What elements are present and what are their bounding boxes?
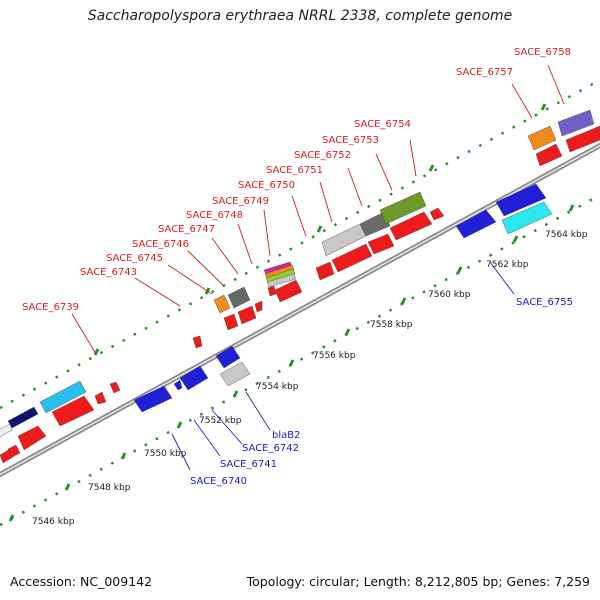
scale-label: 7550 kbp (144, 449, 187, 459)
gene-feature[interactable] (495, 183, 547, 217)
gene-label[interactable]: SACE_6745 (106, 253, 163, 264)
gene-feature[interactable] (455, 209, 497, 239)
gene-feature[interactable] (179, 365, 209, 391)
reverse-label-lines (171, 261, 515, 471)
scale-label: 7558 kbp (370, 320, 413, 330)
gene-feature[interactable] (219, 361, 251, 387)
scale-label: 7562 kbp (486, 260, 529, 270)
gene-label[interactable]: SACE_6755 (516, 297, 573, 308)
gene-label[interactable]: SACE_6752 (294, 150, 351, 161)
gene-feature[interactable] (274, 279, 303, 303)
scale-label: 7554 kbp (256, 382, 299, 392)
gene-feature[interactable] (133, 385, 173, 413)
gene-label[interactable]: SACE_6753 (322, 135, 379, 146)
gene-feature[interactable] (17, 425, 47, 451)
gene-label[interactable]: SACE_6757 (456, 67, 513, 78)
gene-label[interactable]: SACE_6741 (220, 459, 277, 470)
gene-label[interactable]: blaB2 (272, 430, 300, 441)
gene-feature[interactable] (192, 335, 203, 349)
gene-label[interactable]: SACE_6743 (80, 267, 137, 278)
gene-feature[interactable] (94, 391, 107, 405)
gene-feature[interactable] (501, 201, 553, 235)
reverse-genes (133, 183, 553, 413)
gene-feature[interactable] (173, 379, 183, 391)
gene-label[interactable]: SACE_6754 (354, 119, 411, 130)
gene-feature[interactable] (359, 211, 391, 237)
gene-feature[interactable] (535, 143, 563, 167)
gene-feature[interactable] (39, 380, 87, 414)
gene-label[interactable]: SACE_6742 (242, 443, 299, 454)
gene-feature[interactable] (264, 264, 295, 279)
gene-feature[interactable] (237, 305, 257, 325)
gene-feature[interactable] (51, 395, 95, 427)
scale-label: 7546 kbp (32, 517, 75, 527)
forward-genes (0, 109, 600, 464)
reverse-gene-labels: SACE_6740 SACE_6741 SACE_6742 blaB2 SACE… (190, 297, 573, 487)
gene-label[interactable]: SACE_6750 (238, 180, 295, 191)
gene-feature[interactable] (213, 294, 231, 314)
forward-label-lines (71, 64, 565, 355)
gene-feature[interactable] (223, 313, 239, 331)
gene-label[interactable]: SACE_6740 (190, 476, 247, 487)
gene-feature[interactable] (557, 109, 595, 137)
scale-labels: 7546 kbp 7548 kbp 7550 kbp 7552 kbp 7554… (32, 230, 588, 527)
gene-label[interactable]: SACE_6746 (132, 239, 189, 250)
gene-label[interactable]: SACE_6751 (266, 165, 323, 176)
gene-feature[interactable] (7, 406, 39, 429)
genome-summary-text: Topology: circular; Length: 8,212,805 bp… (246, 574, 590, 589)
gene-label[interactable]: SACE_6758 (514, 47, 571, 58)
gene-feature[interactable] (109, 381, 121, 394)
gene-feature[interactable] (565, 125, 600, 153)
gene-label[interactable]: SACE_6749 (212, 196, 269, 207)
gene-feature[interactable] (7, 444, 21, 458)
gene-feature[interactable] (379, 191, 427, 225)
gene-feature[interactable] (315, 261, 335, 281)
gene-feature[interactable] (267, 285, 277, 297)
forward-gene-labels: SACE_6739 SACE_6743 SACE_6745 SACE_6746 … (22, 47, 571, 313)
gene-label[interactable]: SACE_6747 (158, 224, 215, 235)
gene-feature[interactable] (367, 233, 395, 255)
gene-feature[interactable] (389, 211, 433, 241)
gene-feature[interactable] (265, 268, 296, 283)
genome-backbone (0, 142, 600, 478)
accession-text: Accession: NC_009142 (10, 574, 153, 589)
gene-feature[interactable] (215, 345, 241, 369)
map-title: Saccharopolyspora erythraea NRRL 2338, c… (87, 8, 513, 24)
scale-label: 7560 kbp (428, 290, 471, 300)
gene-feature[interactable] (527, 125, 557, 151)
gene-label[interactable]: SACE_6739 (22, 302, 79, 313)
gene-feature[interactable] (331, 243, 373, 273)
scale-label: 7556 kbp (313, 351, 356, 361)
gene-feature[interactable] (227, 286, 251, 309)
gene-feature[interactable] (0, 423, 13, 438)
scale-label: 7552 kbp (199, 416, 242, 426)
scale-label: 7564 kbp (545, 230, 588, 240)
gene-feature[interactable] (254, 300, 263, 313)
gene-label[interactable]: SACE_6748 (186, 210, 243, 221)
gene-feature[interactable] (429, 207, 445, 221)
scale-label: 7548 kbp (88, 483, 131, 493)
gene-feature[interactable] (266, 273, 297, 288)
